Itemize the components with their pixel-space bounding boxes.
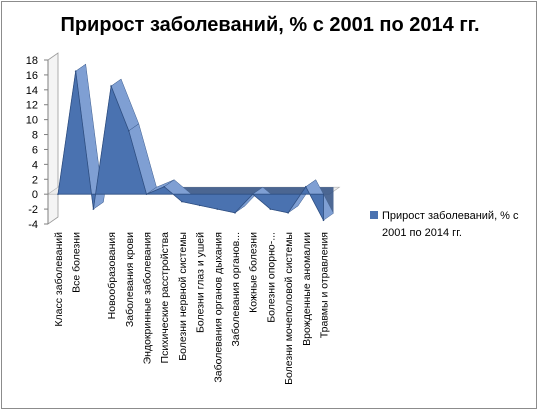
data-point (110, 85, 112, 87)
category-label: Заболевания органов... (230, 232, 242, 346)
y-tick-label: 2 (32, 174, 38, 186)
category-label: Болезни глаз и ушей (195, 232, 207, 333)
data-point (216, 208, 219, 210)
data-point (128, 130, 130, 132)
y-tick-label: 14 (26, 85, 38, 97)
y-tick-label: 0 (32, 189, 38, 201)
category-label: Эндокринные заболевания (142, 232, 154, 364)
category-label: Болезни мочеполовой системы (283, 232, 295, 385)
category-label: Врожденные аномалии (301, 232, 313, 346)
y-tick-label: -2 (28, 204, 38, 216)
category-label: Болезни опорно-... (265, 232, 277, 323)
data-point (92, 208, 95, 210)
legend-label: Прирост заболеваний, % с 2001 по 2014 гг… (382, 210, 519, 239)
y-tick-label: 6 (32, 144, 38, 156)
data-point (305, 185, 307, 188)
category-label: Травмы и отравления (319, 232, 331, 338)
data-point (322, 219, 325, 222)
data-point (269, 208, 272, 210)
y-tick-label: 8 (32, 130, 38, 142)
category-label: Все болезни (71, 232, 83, 293)
data-point (287, 212, 289, 214)
y-tick-label: -4 (28, 219, 38, 231)
y-tick-label: 18 (26, 55, 38, 67)
data-point (145, 193, 148, 195)
legend-swatch (370, 211, 378, 219)
data-point (74, 70, 77, 72)
y-tick-label: 16 (26, 70, 38, 82)
data-point (181, 200, 183, 203)
category-label: Психические расстройства (159, 232, 171, 364)
y-tick-label: 12 (26, 100, 38, 112)
area-series-front (57, 71, 324, 221)
y-tick-label: 4 (32, 159, 38, 171)
category-label: Новообразования (106, 232, 118, 319)
category-label: Класс заболеваний (53, 232, 65, 327)
data-point (198, 204, 201, 207)
category-label: Заболевания органов дыхания (212, 232, 224, 383)
chart-title: Прирост заболеваний, % с 2001 по 2014 гг… (60, 14, 480, 36)
data-point (251, 193, 254, 195)
y-tick-label: 10 (26, 115, 38, 127)
data-point (163, 185, 165, 188)
data-point (57, 193, 59, 195)
category-label: Болезни нервной системы (177, 232, 189, 361)
data-point (234, 212, 236, 214)
category-label: Заболевания крови (124, 232, 136, 327)
category-label: Кожные болезни (248, 232, 260, 313)
side-wall (47, 52, 59, 225)
